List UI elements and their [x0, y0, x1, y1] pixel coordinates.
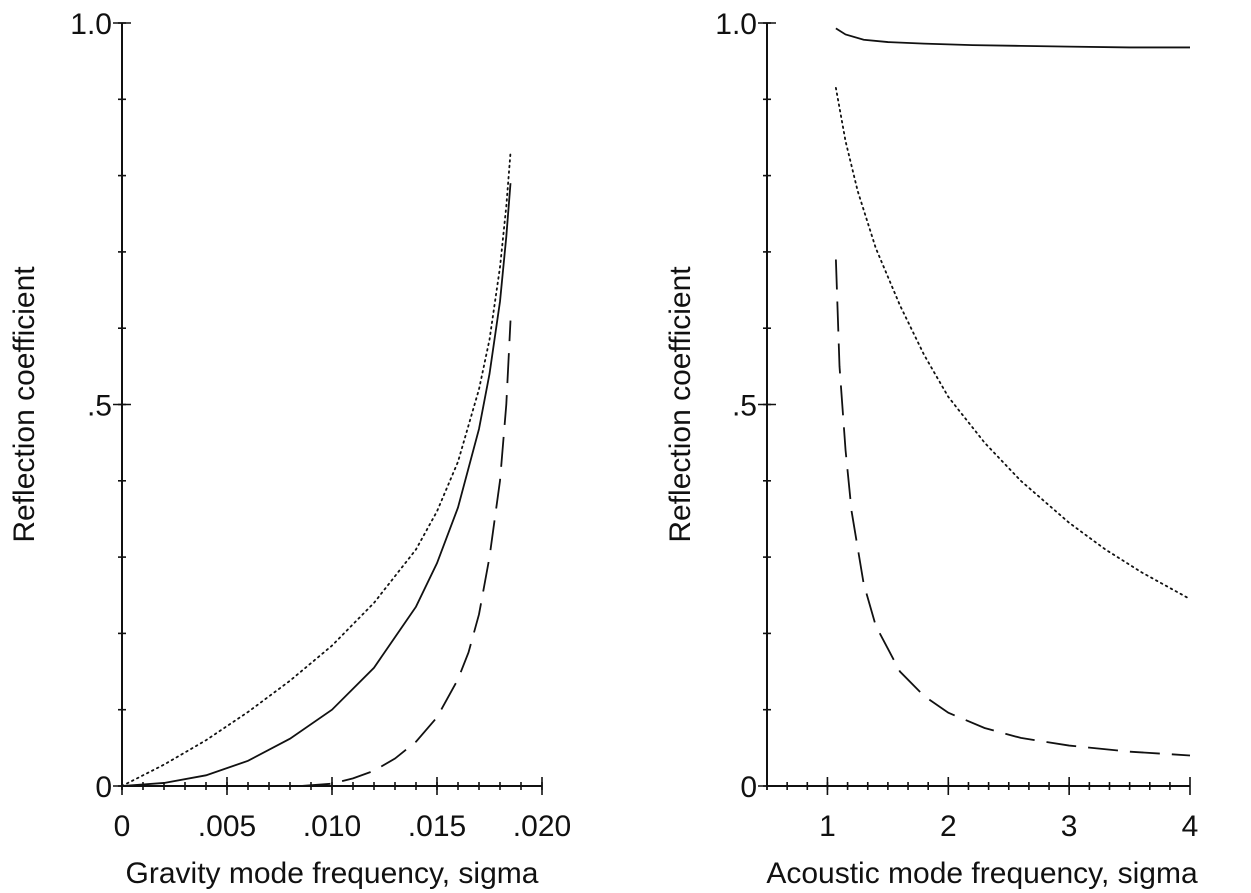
x-tick-label: .010: [303, 810, 361, 843]
x-tick-label: 0: [114, 810, 131, 843]
x-tick-label: .005: [198, 810, 256, 843]
x-tick-label: .015: [408, 810, 466, 843]
dotted-curve: [121, 151, 512, 787]
solid-curve: [121, 183, 512, 787]
dotted-curve: [834, 86, 1191, 600]
x-axis-title: Acoustic mode frequency, sigma: [766, 857, 1198, 890]
x-tick-label: 2: [940, 810, 957, 843]
y-tick-label: .5: [732, 390, 757, 423]
y-axis-title: Reflection coefficient: [8, 266, 41, 543]
solid-curve: [835, 27, 1190, 49]
y-tick-label: 0: [740, 771, 757, 804]
y-tick-label: 0: [95, 771, 112, 804]
y-tick-label: .5: [87, 390, 112, 423]
y-tick-label: 1.0: [715, 8, 757, 41]
dashed-curve: [300, 320, 512, 787]
x-axis-title: Gravity mode frequency, sigma: [126, 857, 539, 890]
acoustic-mode-panel: 0 .5 1.0 1 2 3 4 Acoustic mode frequency, sigma…: [664, 8, 1198, 890]
y-axis-title: Reflection coefficient: [664, 266, 697, 543]
dashed-curve: [834, 259, 1191, 757]
x-tick-label: 1: [819, 810, 836, 843]
x-tick-label: .020: [513, 810, 571, 843]
y-tick-label: 1.0: [70, 8, 112, 41]
x-tick-label: 4: [1182, 810, 1199, 843]
gravity-mode-panel: 0 .5 1.0 0 .005 .010 .015 .020 Gravity mode freq…: [8, 8, 571, 890]
x-tick-label: 3: [1061, 810, 1078, 843]
